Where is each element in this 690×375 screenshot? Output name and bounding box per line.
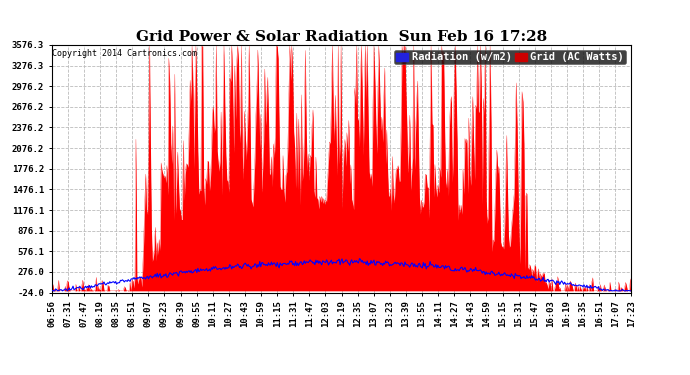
Text: Copyright 2014 Cartronics.com: Copyright 2014 Cartronics.com [52,49,197,58]
Title: Grid Power & Solar Radiation  Sun Feb 16 17:28: Grid Power & Solar Radiation Sun Feb 16 … [136,30,547,44]
Legend: Radiation (w/m2), Grid (AC Watts): Radiation (w/m2), Grid (AC Watts) [394,50,626,64]
